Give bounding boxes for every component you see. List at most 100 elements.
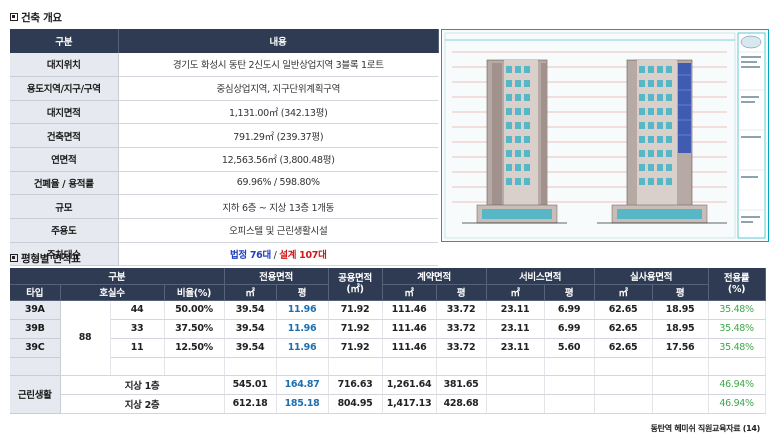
floor-cell: 지상 1층 — [60, 375, 225, 395]
row-label: 대지면적 — [10, 100, 119, 125]
elevation-drawing-svg — [444, 32, 766, 239]
parking-design: 설계 107대 — [279, 250, 327, 262]
header-group: 구분 — [10, 268, 225, 285]
header-contract: 계약면적 — [382, 268, 487, 285]
header-common: 공용면적 (㎡) — [328, 268, 383, 301]
parking-value: 법정 76대 / 설계 107대 — [118, 242, 438, 267]
ratio-cell: 35.48% — [708, 338, 766, 358]
footer-caption: 동탄역 헤미쉬 직원교육자료 (14) — [650, 424, 761, 433]
header-sqm: ㎡ — [486, 284, 545, 301]
common-cell: 804.95 — [328, 394, 383, 414]
header-py: 평 — [276, 284, 329, 301]
table-row: 주차대수 법정 76대 / 설계 107대 — [10, 242, 438, 267]
row-label: 주차대수 — [10, 242, 119, 267]
header-service: 서비스면적 — [486, 268, 595, 285]
header-py: 평 — [652, 284, 709, 301]
ct-py-cell: 381.65 — [436, 375, 487, 395]
count-cell: 33 — [110, 319, 165, 339]
total-units-cell: 88 — [60, 300, 111, 376]
header-sqm: ㎡ — [382, 284, 437, 301]
table-row: 대지면적 1,131.00㎡ (342.13평) — [10, 100, 438, 125]
ex-sqm-cell: 612.18 — [224, 394, 277, 414]
sv-py-cell: 6.99 — [544, 319, 595, 339]
ac-sqm-cell: 62.65 — [594, 300, 653, 320]
empty-cell — [486, 375, 545, 395]
empty-cell — [544, 375, 595, 395]
row-value: 지하 6층 ~ 지상 13층 1개동 — [118, 194, 438, 219]
row-label: 대지위치 — [10, 52, 119, 77]
share-cell: 12.50% — [164, 338, 225, 358]
table-row: 규모 지하 6층 ~ 지상 13층 1개동 — [10, 194, 438, 219]
empty-cell — [652, 357, 709, 376]
table-row: 주용도 오피스텔 및 근린생활시설 — [10, 218, 438, 243]
ex-sqm-cell: 39.54 — [224, 300, 277, 320]
empty-cell — [224, 357, 277, 376]
ac-py-cell: 18.95 — [652, 300, 709, 320]
table-row: 용도지역/지구/구역 중심상업지역, 지구단위계획구역 — [10, 76, 438, 101]
type-cell: 39B — [10, 319, 61, 339]
overview-title: 건축 개요 — [21, 12, 62, 24]
empty-cell — [544, 357, 595, 376]
empty-cell — [652, 394, 709, 414]
table-row: 39A 88 44 50.00% 39.54 11.96 71.92 111.4… — [10, 300, 766, 376]
ct-sqm-cell: 111.46 — [382, 319, 437, 339]
ratio-cell: 35.48% — [708, 319, 766, 339]
table-row: 건축면적 791.29㎡ (239.37평) — [10, 123, 438, 148]
header-category: 구분 — [10, 29, 119, 53]
sv-sqm-cell: 23.11 — [486, 338, 545, 358]
header-share: 비율(%) — [164, 284, 225, 301]
ac-sqm-cell: 62.65 — [594, 319, 653, 339]
row-label: 규모 — [10, 194, 119, 219]
ct-sqm-cell: 111.46 — [382, 338, 437, 358]
row-value: 중심상업지역, 지구단위계획구역 — [118, 76, 438, 101]
row-label: 건축면적 — [10, 123, 119, 148]
header-type: 타입 — [10, 284, 61, 301]
ex-py-cell: 11.96 — [276, 338, 329, 358]
empty-cell — [486, 394, 545, 414]
table-row-empty — [10, 357, 766, 376]
count-cell: 11 — [110, 338, 165, 358]
common-cell: 71.92 — [328, 300, 383, 320]
building-elevation-drawing — [441, 29, 769, 242]
floor-cell: 지상 2층 — [60, 394, 225, 414]
empty-cell — [594, 394, 653, 414]
header-py: 평 — [436, 284, 487, 301]
square-bullet-icon — [10, 254, 18, 262]
row-value: 1,131.00㎡ (342.13평) — [118, 100, 438, 125]
empty-cell — [652, 375, 709, 395]
parking-separator: / — [270, 250, 280, 262]
unit-area-table: 구분 전용면적 공용면적 (㎡) 계약면적 서비스면적 실사용면적 전용률 (%… — [10, 268, 766, 414]
building-overview-table: 구분 내용 대지위치 경기도 화성시 동탄 2신도시 일반상업지역 3블록 1로트… — [10, 29, 439, 267]
empty-cell — [708, 357, 766, 376]
header-actual: 실사용면적 — [594, 268, 709, 285]
ct-sqm-cell: 1,417.13 — [382, 394, 437, 414]
ac-py-cell: 17.56 — [652, 338, 709, 358]
ct-py-cell: 33.72 — [436, 338, 487, 358]
ct-py-cell: 33.72 — [436, 319, 487, 339]
table-row: 39C 11 12.50% 39.54 11.96 71.92 111.46 3… — [10, 338, 766, 358]
empty-cell — [276, 357, 329, 376]
share-cell: 37.50% — [164, 319, 225, 339]
row-value: 경기도 화성시 동탄 2신도시 일반상업지역 3블록 1로트 — [118, 52, 438, 77]
ex-py-cell: 185.18 — [276, 394, 329, 414]
sv-py-cell: 5.60 — [544, 338, 595, 358]
area-section-title: 평형별 면적표 — [10, 251, 81, 266]
sv-sqm-cell: 23.11 — [486, 319, 545, 339]
empty-cell — [544, 394, 595, 414]
square-bullet-icon — [10, 13, 18, 21]
ac-py-cell: 18.95 — [652, 319, 709, 339]
area-title: 평형별 면적표 — [21, 253, 81, 265]
table-row: 지상 2층 612.18 185.18 804.95 1,417.13 428.… — [10, 394, 766, 414]
ratio-cell: 35.48% — [708, 300, 766, 320]
ex-sqm-cell: 39.54 — [224, 338, 277, 358]
retail-label: 근린생활 — [10, 375, 61, 414]
header-exclusive: 전용면적 — [224, 268, 329, 285]
type-cell: 39A — [10, 300, 61, 320]
sv-sqm-cell: 23.11 — [486, 300, 545, 320]
ex-py-cell: 11.96 — [276, 300, 329, 320]
common-cell: 716.63 — [328, 375, 383, 395]
ex-sqm-cell: 39.54 — [224, 319, 277, 339]
empty-cell — [10, 357, 61, 376]
type-cell: 39C — [10, 338, 61, 358]
empty-cell — [164, 357, 225, 376]
